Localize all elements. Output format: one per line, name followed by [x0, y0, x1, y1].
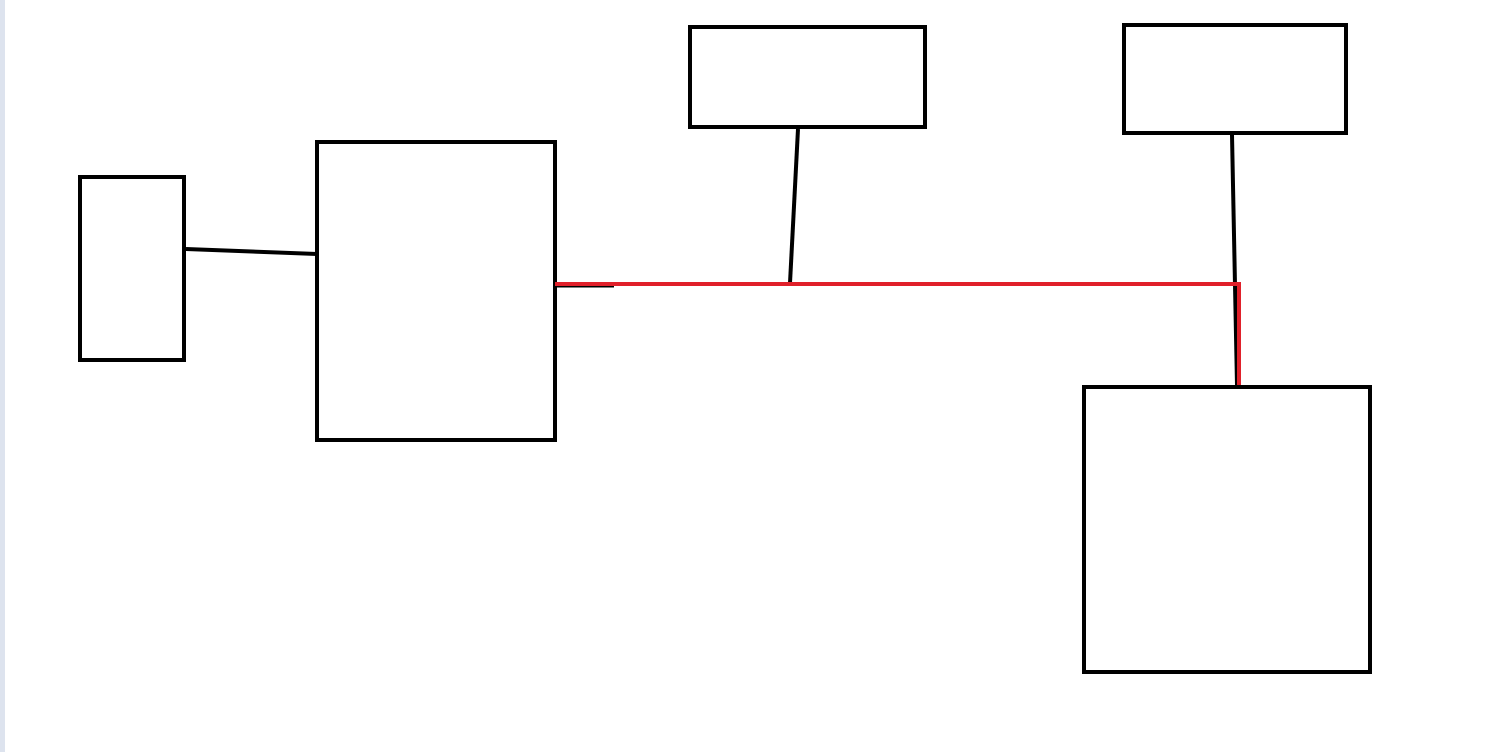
box-small-left [78, 175, 186, 362]
box-bottom-right [1082, 385, 1372, 674]
box-top-middle [688, 25, 927, 129]
connector-small-to-center [185, 247, 318, 256]
box-center-left [315, 140, 557, 442]
box-top-right [1122, 23, 1348, 135]
highlighted-path [555, 282, 1241, 385]
connector-top-middle-down [788, 128, 800, 284]
connector-top-right-down [1230, 134, 1239, 386]
window-left-edge [0, 0, 5, 752]
